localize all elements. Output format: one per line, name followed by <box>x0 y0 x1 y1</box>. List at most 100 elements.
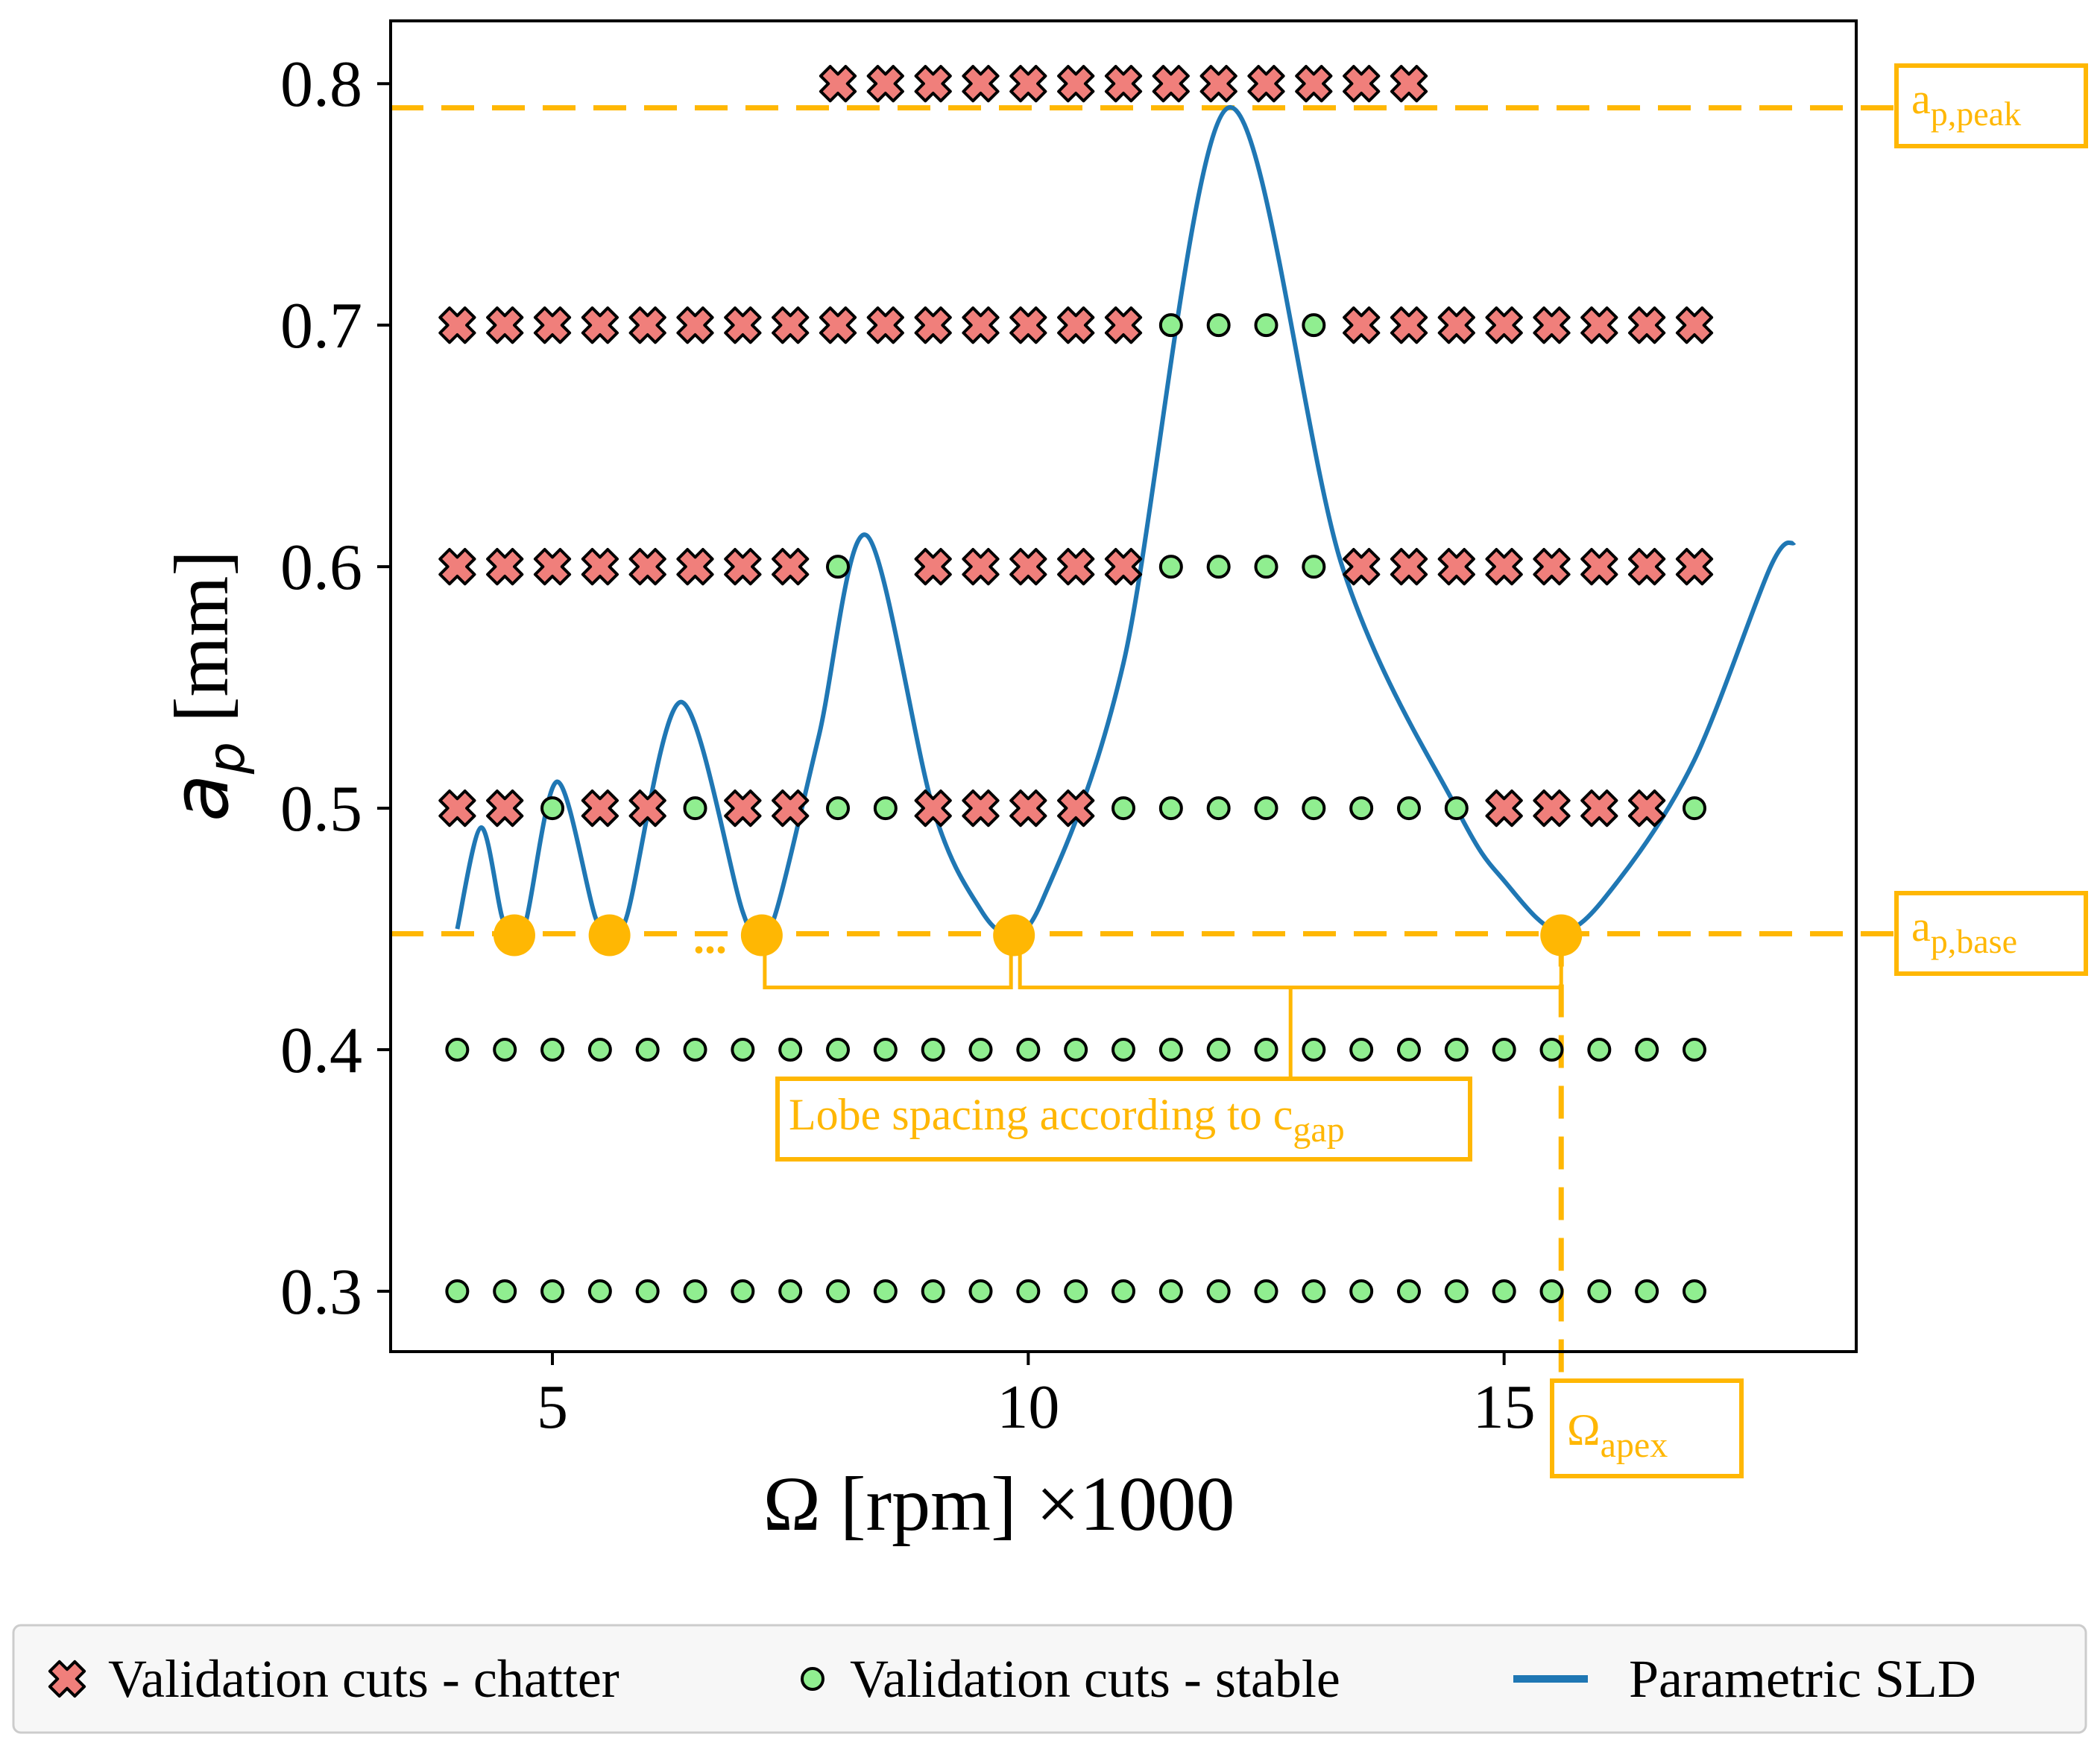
stable-point <box>1302 555 1326 579</box>
chatter-point <box>772 790 810 828</box>
chatter-point <box>1009 548 1047 586</box>
chatter-point <box>581 548 619 586</box>
lobe-minimum-point <box>993 914 1035 956</box>
chatter-point <box>1675 306 1714 344</box>
ap-base-box <box>1894 891 2088 976</box>
chatter-point <box>1437 306 1475 344</box>
chatter-point <box>1437 548 1475 586</box>
y-tick-label: 0.4 <box>280 1015 362 1087</box>
stable-point <box>445 1279 470 1304</box>
y-tick-label: 0.3 <box>280 1256 362 1329</box>
chatter-point <box>914 306 952 344</box>
chatter-point <box>1057 306 1095 344</box>
stable-point <box>873 1279 898 1304</box>
stable-point <box>731 1279 755 1304</box>
stable-point <box>1682 1279 1706 1304</box>
chatter-point <box>1104 306 1143 344</box>
legend: Validation cuts - chatter Validation cuts… <box>48 1649 1976 1709</box>
stable-point <box>587 1279 612 1304</box>
stable-point <box>1254 796 1278 821</box>
stable-point <box>587 1038 612 1062</box>
lobe-spacing-label: Lobe spacing according to cgap <box>789 1090 1345 1150</box>
chatter-point <box>486 790 524 828</box>
omega-apex-box <box>1550 1378 1744 1478</box>
stable-point <box>1539 1038 1564 1062</box>
ap-peak-label-sub: p,peak <box>1931 95 2021 133</box>
stable-point <box>1635 1279 1659 1304</box>
x-tick-label: 15 <box>1473 1372 1536 1442</box>
chatter-point <box>628 790 666 828</box>
stable-point <box>1539 1279 1564 1304</box>
stable-point <box>1682 796 1706 821</box>
stable-point <box>1158 1038 1183 1062</box>
stable-point <box>1158 555 1183 579</box>
chatter-point <box>819 65 857 103</box>
stable-point <box>873 1038 898 1062</box>
stable-point <box>826 796 851 821</box>
lobe-minimum-point <box>740 914 783 956</box>
stable-point <box>683 1279 707 1304</box>
legend-sld-label: Parametric SLD <box>1629 1649 1976 1709</box>
chatter-point <box>1485 548 1523 586</box>
chatter-point <box>866 306 904 344</box>
y-axis-label: ap [mm] <box>155 550 256 822</box>
chatter-point <box>581 790 619 828</box>
y-tick-label: 0.7 <box>280 290 362 362</box>
stable-point <box>635 1038 660 1062</box>
chatter-point <box>628 548 666 586</box>
stable-point <box>683 796 707 821</box>
chatter-point <box>1057 790 1095 828</box>
stable-point <box>968 1038 993 1062</box>
chatter-point <box>1152 65 1190 103</box>
stable-point <box>1349 1038 1374 1062</box>
chatter-point <box>1580 790 1618 828</box>
stable-point <box>1158 1279 1183 1304</box>
y-axis-label-symbol: a <box>155 774 246 822</box>
ap-base-label-main: a <box>1911 902 1931 951</box>
x-axis-label: Ω [rpm] ×1000 <box>763 1461 1235 1547</box>
chatter-point <box>1628 790 1666 828</box>
chatter-point <box>1104 548 1143 586</box>
stable-point <box>1349 796 1374 821</box>
stable-point <box>1112 1038 1135 1062</box>
stable-point <box>1492 1038 1516 1062</box>
stable-point <box>445 1038 470 1062</box>
lobe-minimum-point <box>1540 914 1583 956</box>
stable-point <box>1587 1279 1612 1304</box>
stable-point <box>1206 796 1231 821</box>
chatter-point <box>724 790 762 828</box>
chatter-point <box>1295 65 1333 103</box>
stable-point <box>1016 1038 1041 1062</box>
chatter-point <box>1580 306 1618 344</box>
chatter-point <box>1343 548 1381 586</box>
chatter-point <box>438 790 476 828</box>
legend-box <box>12 1624 2087 1734</box>
stable-point <box>921 1279 945 1304</box>
chatter-point <box>962 306 1000 344</box>
chatter-point <box>1057 548 1095 586</box>
chatter-point <box>1199 65 1237 103</box>
chatter-point <box>724 306 762 344</box>
chatter-point <box>772 306 810 344</box>
chatter-point <box>533 306 572 344</box>
lobe-minimum-point <box>588 914 631 956</box>
stable-point <box>635 1279 660 1304</box>
chatter-point <box>1533 548 1571 586</box>
chatter-point <box>486 548 524 586</box>
legend-chatter-marker <box>48 1660 86 1698</box>
chatter-point <box>1247 65 1285 103</box>
legend-stable-label: Validation cuts - stable <box>850 1649 1340 1709</box>
chatter-point <box>962 548 1000 586</box>
stable-point <box>1682 1038 1706 1062</box>
stable-point <box>1206 1279 1231 1304</box>
stable-point <box>1064 1279 1088 1304</box>
chatter-point <box>676 306 714 344</box>
chatter-point <box>676 548 714 586</box>
chatter-point <box>1009 790 1047 828</box>
stable-point <box>826 1038 851 1062</box>
stable-point <box>826 555 851 579</box>
stable-point <box>1254 1279 1278 1304</box>
stable-point <box>968 1279 993 1304</box>
y-axis-label-unit: [mm] <box>159 550 245 742</box>
